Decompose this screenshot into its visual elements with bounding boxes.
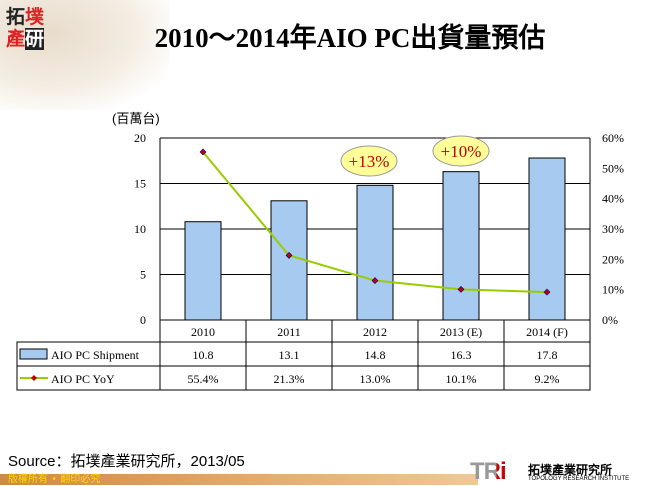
chart: 0 5 10 15 20 0% 10% 20% 30% 40% 50% 60% +13% +10% 2010… [16,131,624,391]
y-right-tick: 0% [602,313,618,327]
data-label: 16.3 [451,348,472,362]
y-right-tick: 40% [602,192,624,206]
growth-callout-text: +10% [441,142,482,161]
y-left-tick: 10 [134,222,146,236]
growth-callout-text: +13% [349,152,390,171]
y-left-tick: 0 [140,313,146,327]
y-left-tick: 20 [134,131,146,145]
data-label: 10.1% [446,372,477,386]
y-right-tick: 20% [602,252,624,266]
category-label: 2014 (F) [526,325,568,339]
category-label: 2010 [191,325,215,339]
yoy-marker [285,251,293,259]
data-label: 13.0% [360,372,391,386]
category-label: 2013 (E) [440,325,482,339]
y-right-tick: 60% [602,131,624,145]
page-title: 2010～2014年AIO PC出貨量預估 [154,23,546,53]
legend-swatch-shipment [19,348,48,360]
legend-label: AIO PC Shipment [51,348,140,362]
map-background [0,0,170,110]
legend-marker-yoy [31,375,37,381]
source-note: Source：拓墣產業研究所，2013/05 [8,453,245,470]
brand-name-en: TOPOLOGY RESEARCH INSTITUTE [528,476,630,482]
data-label: 13.1 [279,348,300,362]
growth-callout [432,135,490,167]
bar [184,221,222,321]
yoy-marker [199,148,207,156]
data-label: 21.3% [274,372,305,386]
data-table-header [159,319,591,343]
logo: 拓墣 產研 [6,6,45,50]
legend-label: AIO PC YoY [51,372,115,386]
yoy-marker [371,277,379,284]
category-label: 2011 [277,325,301,339]
y-left-tick: 15 [134,177,146,191]
y-axis-unit: (百萬台) [112,111,160,126]
y-right-tick: 10% [602,283,624,297]
bar [442,171,480,321]
data-label: 14.8 [365,348,386,362]
bar [528,157,566,321]
data-label: 10.8 [193,348,214,362]
data-label: 55.4% [188,372,219,386]
data-label: 9.2% [535,372,560,386]
bar [356,184,394,321]
bar [270,200,308,321]
y-right-tick: 30% [602,222,624,236]
yoy-marker [543,288,551,296]
data-label: 17.8 [537,348,558,362]
y-right-tick: 50% [602,161,624,175]
category-label: 2012 [363,325,387,339]
y-left-tick: 5 [140,268,146,282]
growth-callout [340,145,398,177]
yoy-marker [457,285,465,293]
copyright-footer: 版權所有 • 翻印必究 [0,474,478,485]
brand-mark: TRi [470,458,507,485]
brand-logo: TRi 拓墣產業研究所 TOPOLOGY RESEARCH INSTITUTE [470,458,629,486]
brand-name-cn: 拓墣產業研究所 [528,463,613,477]
